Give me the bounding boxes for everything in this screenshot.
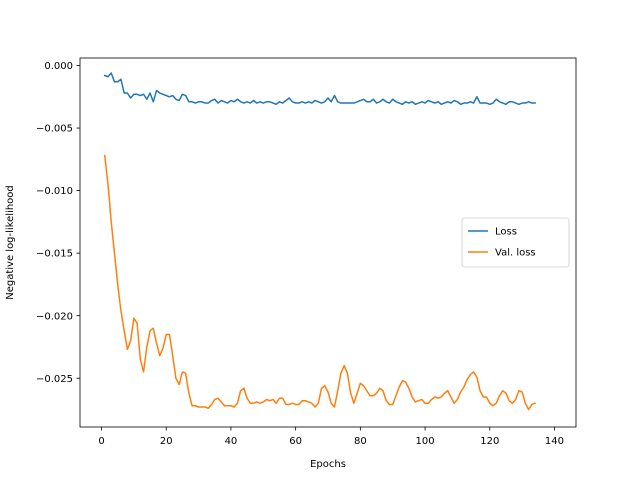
x-tick-label: 80 (354, 436, 367, 447)
series-line-0 (103, 72, 536, 106)
x-tick-label: 20 (160, 436, 173, 447)
series-line-1 (103, 154, 537, 411)
x-axis-label: Epochs (310, 459, 346, 470)
y-tick-label: −0.010 (36, 186, 73, 197)
y-tick-label: −0.020 (36, 311, 73, 322)
y-tick-label: 0.000 (44, 61, 73, 72)
y-axis-label: Negative log-likelihood (5, 185, 16, 300)
series-layer (103, 72, 537, 411)
x-tick-label: 140 (545, 436, 564, 447)
x-tick-label: 100 (416, 436, 435, 447)
legend: Loss Val. loss (461, 217, 570, 268)
y-tick-label: −0.025 (36, 374, 73, 385)
axes-frame (79, 57, 577, 428)
x-tick-label: 40 (225, 436, 238, 447)
x-tick-label: 120 (480, 436, 499, 447)
axes-layer: 0 20 40 60 80 100 120 140 0.000 −0.005 −0.010 −0.01… (36, 57, 577, 447)
plot-area (103, 72, 537, 411)
y-tick-label: −0.005 (36, 124, 73, 135)
legend-box (461, 217, 570, 268)
legend-label-1: Val. loss (495, 248, 536, 259)
legend-label-0: Loss (495, 227, 517, 238)
x-tick-label: 60 (289, 436, 302, 447)
y-tick-label: −0.015 (36, 249, 73, 260)
x-tick-label: 0 (98, 436, 104, 447)
